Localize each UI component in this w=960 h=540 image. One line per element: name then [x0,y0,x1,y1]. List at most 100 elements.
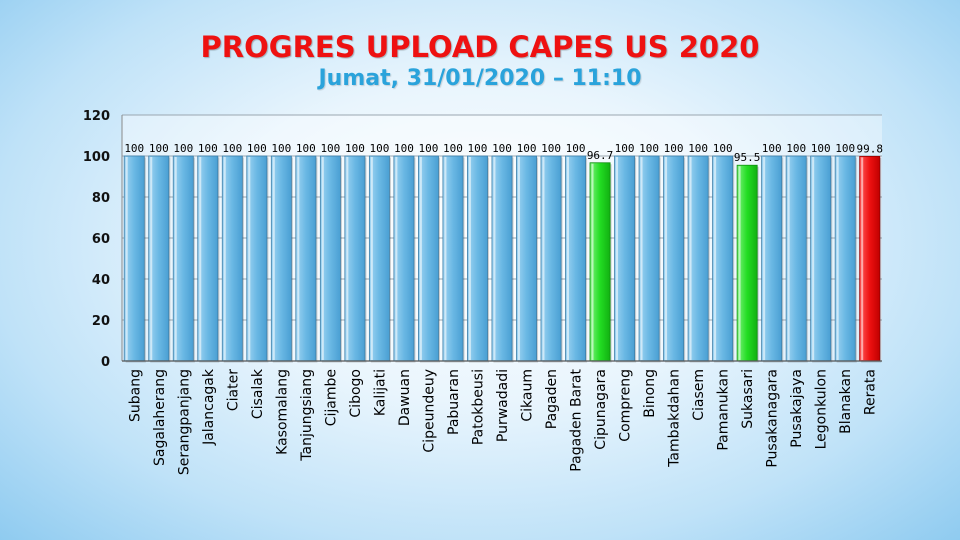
data-label: 96.7 [587,149,614,162]
x-tick-label: Kalijati [372,369,388,416]
bar-highlight [517,157,520,360]
x-tick-label: Ciasem [691,369,707,421]
x-tick-label: Rerata [863,369,879,415]
x-tick-label: Dawuan [397,369,413,426]
bar-highlight [566,157,569,360]
x-tick-label: Blanakan [838,369,854,434]
x-tick-label: Legonkulon [814,369,830,449]
x-tick-label: Cipeundeuy [421,369,437,453]
x-tick-label: Cipunagara [593,369,609,450]
bar-highlight [812,157,815,360]
x-tick-label: Tanjungsiang [299,369,315,462]
data-label: 100 [443,142,463,155]
bar-highlight [150,157,153,360]
bar-highlight [125,157,128,360]
data-label: 100 [394,142,414,155]
data-label: 100 [419,142,439,155]
data-label: 100 [762,142,782,155]
bar-highlight [542,157,545,360]
data-label: 100 [664,142,684,155]
x-tick-label: Cisalak [250,368,266,419]
data-label: 100 [124,142,144,155]
data-label: 100 [811,142,831,155]
bar-highlight [223,157,226,360]
bars [123,155,882,363]
bar-highlight [419,157,422,360]
bar-highlight [248,157,251,360]
bar-highlight [738,166,741,360]
x-tick-label: Pusakanagara [765,369,781,468]
y-tick-label: 20 [92,314,110,329]
bar-highlight [616,157,619,360]
x-tick-label: Cijambe [323,369,339,426]
y-tick-label: 80 [92,191,110,206]
data-label: 95.5 [734,151,761,164]
x-tick-label: Pagaden [544,369,560,429]
bar-highlight [665,157,668,360]
bar-highlight [321,157,324,360]
x-tick-label: Cibogo [348,369,364,418]
bar-highlight [468,157,471,360]
data-label: 100 [369,142,389,155]
data-label: 100 [566,142,586,155]
data-label: 100 [468,142,488,155]
x-tick-label: Compreng [618,369,634,442]
y-axis: 0 20 40 60 80 100 120 [83,109,123,370]
y-tick-label: 120 [83,109,110,124]
x-tick-label: Sagalaherang [152,369,168,466]
data-labels: 100 100 100 100 100 100 100 100 100 100 100 100 100 1… [124,142,883,164]
bar-highlight [591,163,594,360]
data-label: 100 [222,142,242,155]
x-tick-label: Purwadadi [495,369,511,442]
data-label: 100 [247,142,267,155]
data-label: 100 [173,142,193,155]
bar-highlight [199,157,202,360]
x-tick-label: Ciater [225,369,241,411]
data-label: 100 [517,142,537,155]
data-label: 100 [271,142,291,155]
y-tick-label: 40 [92,273,110,288]
bar-highlight [395,157,398,360]
bar-highlight [272,157,275,360]
bar-highlight [787,157,790,360]
x-tick-label: Binong [642,369,658,418]
data-label: 100 [786,142,806,155]
y-tick-label: 100 [83,150,110,165]
bar-highlight [493,157,496,360]
data-label: 100 [713,142,733,155]
x-tick-label: Pamanukan [716,369,732,451]
data-label: 100 [198,142,218,155]
data-label: 100 [688,142,708,155]
x-tick-label: Serangpanjang [176,369,192,475]
bar-highlight [444,157,447,360]
x-tick-label: Jalancagak [201,368,217,446]
y-tick-label: 0 [101,355,110,370]
data-label: 100 [296,142,316,155]
data-label: 100 [615,142,635,155]
slide-subtitle: Jumat, 31/01/2020 – 11:10 [318,66,642,91]
data-label: 100 [639,142,659,155]
x-tick-label: Cikaum [520,369,536,422]
bar-highlight [174,157,177,360]
x-tick-label: Pagaden Barat [569,369,585,472]
bar-highlight [346,157,349,360]
data-label: 100 [492,142,512,155]
bar-highlight [689,157,692,360]
slide-title: PROGRES UPLOAD CAPES US 2020 [200,30,760,64]
bar-highlight [714,157,717,360]
x-tick-label: Subang [127,369,143,422]
x-tick-label: Pusakajaya [789,369,805,448]
data-label: 100 [541,142,561,155]
y-tick-label: 60 [92,232,110,247]
bar-highlight [370,157,373,360]
bar-highlight [297,157,300,360]
bar-highlight [836,157,839,360]
data-label: 100 [345,142,365,155]
x-tick-label: Kasomalang [274,369,290,455]
bar-highlight [640,157,643,360]
x-tick-label: Pabuaran [446,369,462,435]
x-axis: Subang Sagalaherang Serangpanjang Jalancaga… [122,360,882,475]
data-label: 100 [320,142,340,155]
data-label: 100 [149,142,169,155]
